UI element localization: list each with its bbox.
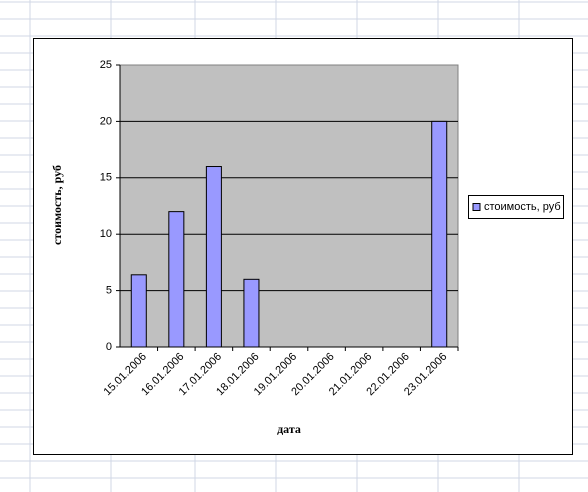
y-tick-label: 15 [100,172,112,184]
y-axis-title: стоимость, руб [50,165,64,245]
bar [168,211,185,348]
x-axis-title: дата [277,422,301,436]
y-tick-label: 10 [100,228,112,240]
y-tick-label: 5 [106,285,112,297]
legend-swatch [472,203,481,211]
legend-label: стоимость, руб [484,201,561,213]
y-tick-label: 0 [106,341,112,353]
bar [205,166,222,348]
bar [243,278,260,348]
bar [130,274,147,348]
legend-box [468,195,564,219]
bar [431,120,448,348]
y-tick-label: 25 [100,59,112,71]
y-tick-label: 20 [100,115,112,127]
